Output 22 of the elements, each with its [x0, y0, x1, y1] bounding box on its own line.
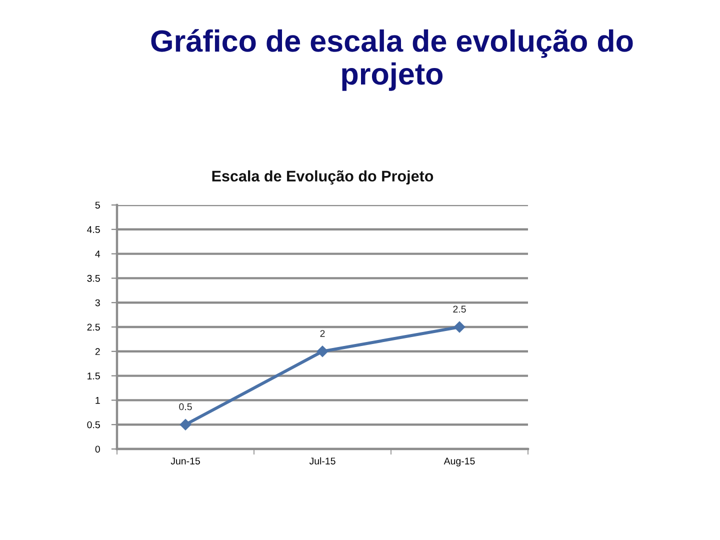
y-tick-label: 3.5	[87, 274, 100, 282]
point	[316, 346, 328, 358]
y-tick-label: 0.5	[87, 421, 100, 428]
y-tick-label: 2	[95, 348, 100, 355]
chart-subtitle: Escala de Evolução do Projeto	[212, 170, 434, 185]
x-tick-label: Aug-15	[444, 458, 475, 466]
y-tick-label: 4.5	[87, 226, 100, 234]
x-tick-label: Jul-15	[309, 457, 336, 464]
y-tick-label: 0	[95, 446, 100, 453]
y-tick-label: 1	[96, 397, 100, 404]
y-tick-label: 2.5	[87, 324, 100, 331]
y-tick-label: 5	[95, 202, 100, 209]
chart-title: Gráfico de escala de evolução do projeto	[151, 29, 633, 91]
y-tick-label: 4	[95, 250, 100, 258]
x-tick-label: Jun-15	[170, 458, 200, 464]
point	[454, 321, 466, 333]
y-tick-label: 3	[95, 299, 100, 306]
data-label: 2	[320, 330, 325, 337]
y-tick-label: 1.5	[88, 372, 100, 380]
data-label: 2.5	[453, 306, 466, 313]
point	[180, 418, 192, 430]
data-label: 0.5	[179, 403, 192, 410]
